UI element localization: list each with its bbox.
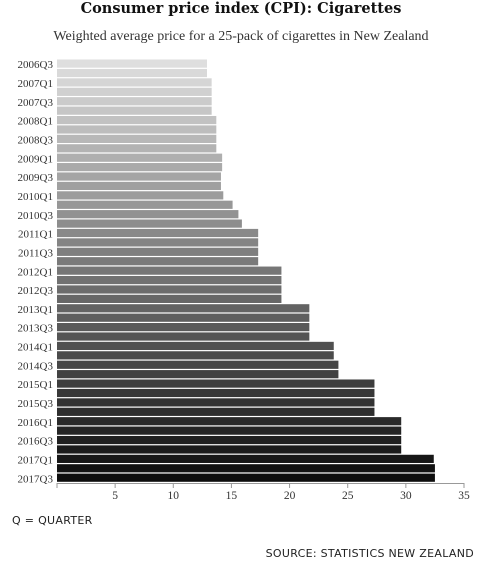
bar-2016Q2 [57,426,402,435]
y-tick-label-2016Q1: 2016Q1 [18,417,53,429]
y-tick-label-2010Q3: 2010Q3 [18,210,54,222]
bar-2010Q1 [57,191,224,200]
y-tick-label-2009Q3: 2009Q3 [18,172,54,184]
bars-group [57,59,435,482]
bar-2014Q4 [57,370,339,379]
y-tick-label-2010Q1: 2010Q1 [18,191,53,203]
bar-2007Q3 [57,97,212,106]
bar-2010Q4 [57,219,242,228]
bar-2014Q2 [57,351,334,360]
bar-2012Q3 [57,285,282,294]
bar-2011Q1 [57,228,259,238]
y-tick-label-2014Q3: 2014Q3 [18,360,54,372]
bar-2011Q2 [57,238,259,247]
bar-2009Q3 [57,172,221,181]
y-axis-labels: 2006Q3 2007Q1 2007Q3 2008Q1 2008Q3 2009Q1 2009… [18,59,54,485]
y-tick-label-2011Q3: 2011Q3 [18,247,54,259]
bar-2008Q1 [57,115,217,125]
bar-2015Q4 [57,407,375,416]
bar-2017Q1 [57,454,434,463]
bar-2008Q2 [57,125,217,134]
bar-2007Q1 [57,78,212,87]
x-tick-label-20: 20 [284,490,296,502]
bar-2009Q2 [57,163,223,172]
y-tick-label-2009Q1: 2009Q1 [18,153,53,165]
y-tick-label-2008Q1: 2008Q1 [18,116,53,128]
y-tick-label-2015Q3: 2015Q3 [18,398,54,410]
bar-2009Q1 [57,153,223,162]
bar-2006Q4 [57,68,208,78]
y-tick-label-2017Q3: 2017Q3 [18,473,54,485]
y-tick-label-2017Q1: 2017Q1 [18,454,53,466]
chart-title: Consumer price index (CPI): Cigarettes [80,0,402,17]
quarter-note: Q = QUARTER [12,514,93,527]
bar-2013Q2 [57,313,310,322]
x-tick-label-5: 5 [112,490,118,502]
bar-2015Q1 [57,379,375,388]
bar-2016Q1 [57,417,402,426]
bar-2006Q3 [57,59,208,68]
bar-2010Q2 [57,200,233,209]
y-tick-label-2007Q1: 2007Q1 [18,78,53,90]
bar-2011Q3 [57,247,259,256]
x-tick-label-15: 15 [226,490,238,502]
bar-chart: 2006Q3 2007Q1 2007Q3 2008Q1 2008Q3 2009Q1 2009… [18,59,470,502]
chart-subtitle: Weighted average price for a 25-pack of … [53,29,429,44]
bar-2015Q2 [57,388,375,398]
bar-2016Q4 [57,445,402,454]
bar-2017Q3 [57,473,435,482]
bar-2014Q1 [57,341,334,351]
bar-2007Q2 [57,87,212,96]
x-axis: 5 10 15 20 25 30 35 [56,483,470,502]
x-tick-label-30: 30 [400,490,412,502]
bar-2010Q3 [57,210,239,219]
y-tick-label-2007Q3: 2007Q3 [18,97,54,109]
bar-2017Q2 [57,464,435,473]
bar-2011Q4 [57,257,259,266]
bar-2008Q3 [57,134,217,143]
bar-2007Q4 [57,106,212,115]
y-tick-label-2013Q3: 2013Q3 [18,323,54,335]
y-tick-label-2014Q1: 2014Q1 [18,342,53,354]
bar-2013Q4 [57,332,310,341]
y-tick-label-2013Q1: 2013Q1 [18,304,53,316]
bar-2008Q4 [57,144,217,153]
y-tick-label-2012Q1: 2012Q1 [18,266,53,278]
bar-2014Q3 [57,360,339,369]
source-credit: SOURCE: STATISTICS NEW ZEALAND [265,547,474,560]
y-tick-label-2016Q3: 2016Q3 [18,436,54,448]
y-tick-label-2008Q3: 2008Q3 [18,134,54,146]
x-tick-label-25: 25 [342,490,354,502]
y-tick-label-2006Q3: 2006Q3 [18,59,54,71]
y-tick-label-2012Q3: 2012Q3 [18,285,54,297]
bar-2012Q1 [57,266,282,275]
bar-2012Q4 [57,294,282,303]
y-tick-label-2011Q1: 2011Q1 [18,229,53,241]
bar-2013Q1 [57,304,310,313]
bar-2015Q3 [57,398,375,407]
y-tick-label-2015Q1: 2015Q1 [18,379,53,391]
bar-2012Q2 [57,275,282,285]
x-tick-label-35: 35 [458,490,470,502]
bar-2009Q4 [57,181,221,191]
bar-2016Q3 [57,435,402,445]
x-tick-label-10: 10 [168,490,180,502]
bar-2013Q3 [57,323,310,332]
